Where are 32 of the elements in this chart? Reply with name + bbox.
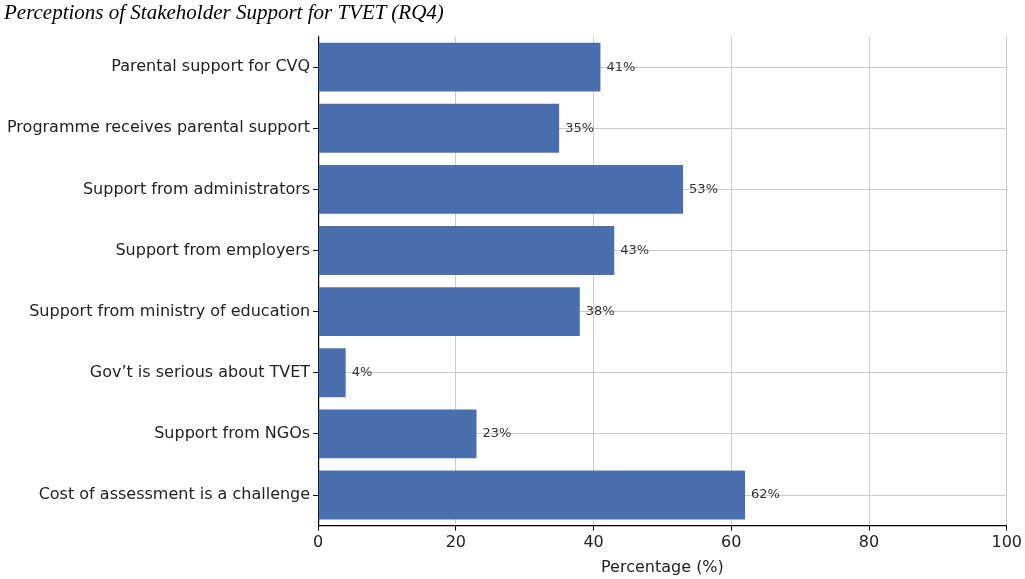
x-tick-label: 80 <box>858 532 880 552</box>
bar <box>318 226 615 275</box>
x-axis-title: Percentage (%) <box>601 556 724 576</box>
data-label: 38% <box>585 303 615 319</box>
data-label: 53% <box>689 180 718 196</box>
y-tick-label: Parental support for CVQ <box>111 56 311 76</box>
bar <box>318 348 346 398</box>
data-label: 43% <box>620 241 650 257</box>
y-tick-label: Support from administrators <box>82 178 311 198</box>
x-tick-label: 100 <box>991 532 1022 552</box>
data-label: 23% <box>482 425 512 441</box>
bar <box>318 287 580 337</box>
bar <box>318 42 601 92</box>
bar <box>318 164 684 214</box>
data-label: 35% <box>565 119 595 135</box>
data-label: 4% <box>351 364 373 380</box>
data-label: 62% <box>751 486 780 502</box>
y-tick-label: Support from NGOs <box>154 423 311 443</box>
x-tick-label: 40 <box>583 532 604 552</box>
y-tick-label: Cost of assessment is a challenge <box>38 484 311 504</box>
y-tick-label: Support from ministry of education <box>29 300 311 320</box>
bar <box>318 409 477 459</box>
bar <box>318 470 746 520</box>
data-label: 41% <box>606 58 636 74</box>
chart-title: Perceptions of Stakeholder Support for TVET (RQ4) <box>4 0 444 25</box>
x-tick-label: 60 <box>721 532 742 552</box>
y-tick-label: Gov’t is serious about TVET <box>89 361 311 381</box>
x-tick-label: 0 <box>313 532 324 552</box>
y-tick-label: Programme receives parental support <box>7 117 311 137</box>
x-tick-label: 20 <box>445 532 467 552</box>
bar <box>318 103 560 153</box>
y-tick-label: Support from employers <box>115 239 311 259</box>
